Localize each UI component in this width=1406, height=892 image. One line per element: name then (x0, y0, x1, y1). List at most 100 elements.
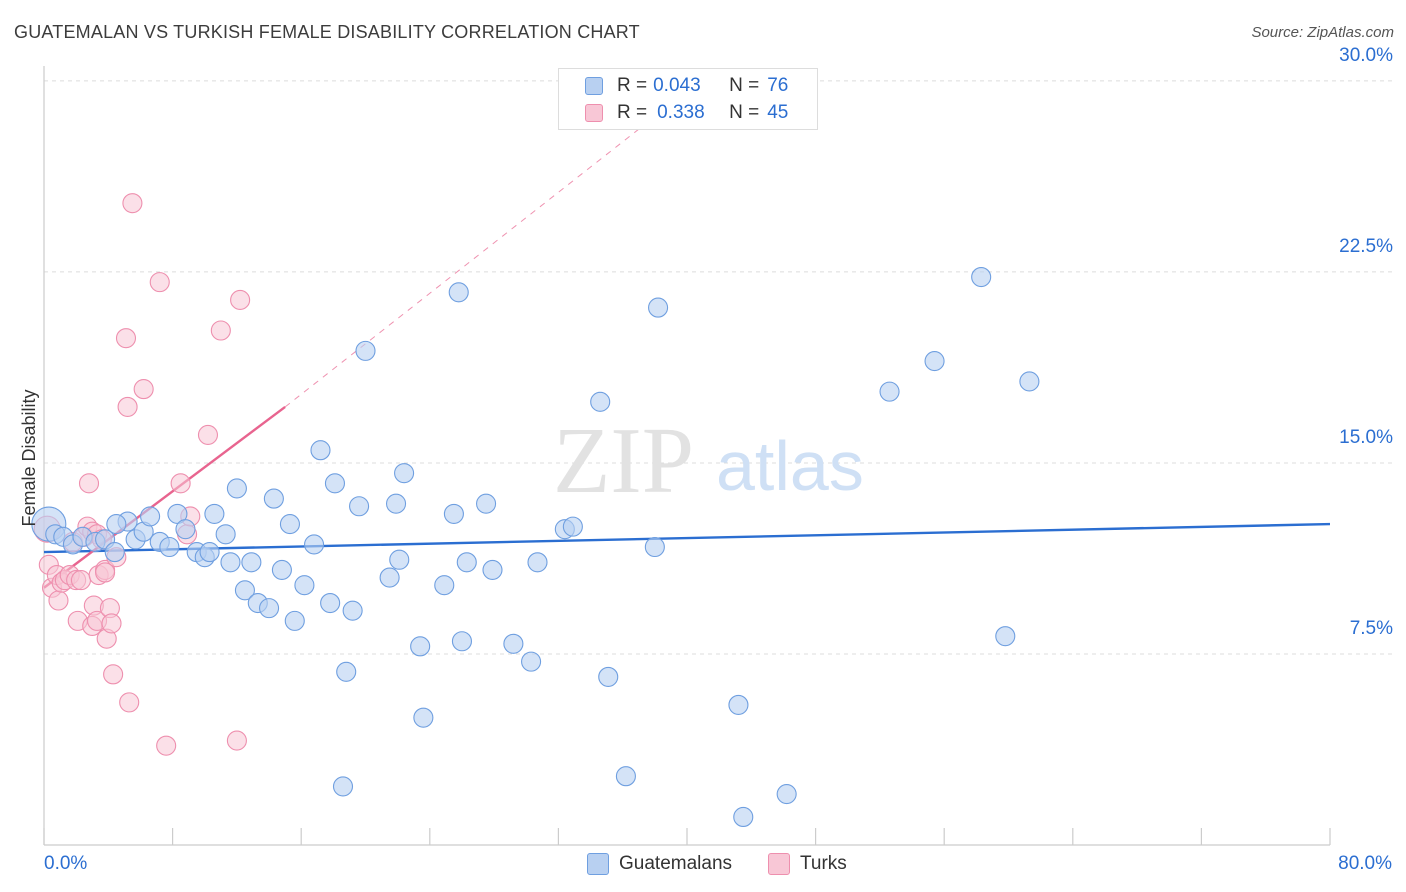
guatemalans-point (271, 559, 292, 580)
guatemalans-point (648, 297, 669, 318)
guatemalans-point (336, 661, 357, 682)
watermark-zip: ZIP (553, 409, 694, 513)
guatemalans-point (598, 666, 619, 687)
r-value: 0.338 (657, 102, 705, 123)
turks-point (230, 289, 251, 310)
guatemalans-point (924, 351, 945, 372)
turks-point (70, 570, 92, 591)
guatemalans-point (995, 626, 1016, 647)
turks-point (115, 328, 137, 349)
legend-label: Guatemalans (619, 853, 733, 874)
legend-item-turks[interactable]: Turks (768, 852, 847, 876)
guatemalans-point (733, 806, 754, 828)
guatemalans-point (1019, 371, 1040, 392)
turks-point (95, 562, 116, 583)
guatemalans-points (31, 266, 1040, 828)
x-tick-min: 0.0% (44, 853, 88, 874)
guatemalans-point (451, 631, 473, 652)
trend-lines (43, 116, 1331, 589)
guatemalans-point (263, 488, 284, 509)
guatemalans-point (104, 542, 125, 563)
legend-row-turks: R = 0.338 N = 45 (585, 100, 788, 126)
r-label: R = (617, 102, 648, 123)
guatemalans-point (324, 473, 346, 494)
turks-point (149, 272, 170, 293)
guatemalans-point (159, 536, 180, 558)
guatemalans-point (241, 552, 262, 573)
guatemalans-point (728, 694, 749, 715)
turks-point (133, 379, 154, 400)
axes (43, 66, 1331, 846)
guatemalans-point (385, 493, 407, 514)
guatemalans-point (140, 506, 161, 527)
guatemalans-point (106, 514, 127, 535)
correlation-legend: R = 0.043 N = 76 R = 0.338 N = 45 (558, 68, 818, 130)
turks-point (170, 473, 191, 494)
guatemalans-point (394, 463, 415, 484)
guatemalans-point (644, 536, 665, 558)
guatemalans-point (342, 600, 363, 621)
guatemalans-point (521, 651, 542, 672)
turks-point (156, 735, 177, 756)
guatemalans-point (410, 636, 431, 657)
turks-point (122, 193, 143, 214)
turks-points (33, 193, 251, 756)
chart-title: GUATEMALAN VS TURKISH FEMALE DISABILITY … (14, 22, 640, 42)
guatemalans-point (320, 592, 341, 614)
r-label: R = (617, 75, 648, 96)
legend-item-guatemalans[interactable]: Guatemalans (587, 852, 732, 876)
guatemalans-point (175, 519, 196, 540)
guatemalans-point (294, 575, 315, 596)
n-value: 45 (767, 102, 789, 123)
guatemalans-point (434, 575, 455, 596)
source-label: Source: ZipAtlas.com (1251, 24, 1394, 41)
turks-point (101, 613, 122, 634)
r-value: 0.043 (653, 75, 701, 96)
guatemalans-point (456, 552, 477, 573)
guatemalans-point (389, 549, 410, 570)
watermark-atlas: atlas (716, 427, 864, 505)
guatemalans-point (879, 381, 900, 402)
turks-trend-line (43, 405, 286, 589)
guatemalans-point (413, 707, 434, 728)
guatemalans-point (971, 266, 992, 288)
turks-point (210, 320, 231, 341)
guatemalans-point (355, 340, 376, 361)
guatemalans-point (503, 633, 524, 654)
guatemalans-point (349, 496, 370, 517)
turks-point (119, 692, 140, 713)
guatemalans-point (284, 610, 305, 631)
guatemalans-point (615, 766, 636, 787)
turks-trend-line (284, 116, 656, 408)
y-tick-label: 22.5% (1339, 236, 1393, 257)
y-tick-label: 30.0% (1339, 45, 1393, 66)
x-tick-max: 80.0% (1338, 853, 1392, 874)
guatemalans-point (204, 503, 225, 524)
guatemalans-point (215, 524, 236, 545)
guatemalans-point (220, 552, 241, 573)
turks-point (117, 396, 138, 417)
guatemalans-point (476, 493, 497, 514)
blue-swatch (587, 853, 609, 875)
blue-swatch (585, 77, 603, 95)
guatemalans-point (258, 598, 280, 619)
guatemalans-point (332, 776, 354, 797)
guatemalans-point (776, 784, 797, 805)
turks-point (48, 590, 69, 611)
turks-point (78, 473, 100, 494)
guatemalans-point (379, 567, 400, 588)
guatemalans-point (590, 391, 611, 412)
n-label: N = (729, 75, 760, 96)
guatemalans-point (199, 542, 220, 563)
turks-point (103, 664, 124, 685)
guatemalans-point (304, 534, 325, 555)
pink-swatch (585, 104, 603, 122)
guatemalans-point (234, 580, 255, 601)
guatemalans-point (527, 552, 548, 573)
legend-label: Turks (800, 853, 847, 874)
n-label: N = (729, 102, 760, 123)
guatemalans-point (448, 282, 469, 303)
y-tick-labels: 7.5% 15.0% 22.5% 30.0% (1339, 45, 1393, 639)
guatemalans-point (226, 478, 247, 499)
